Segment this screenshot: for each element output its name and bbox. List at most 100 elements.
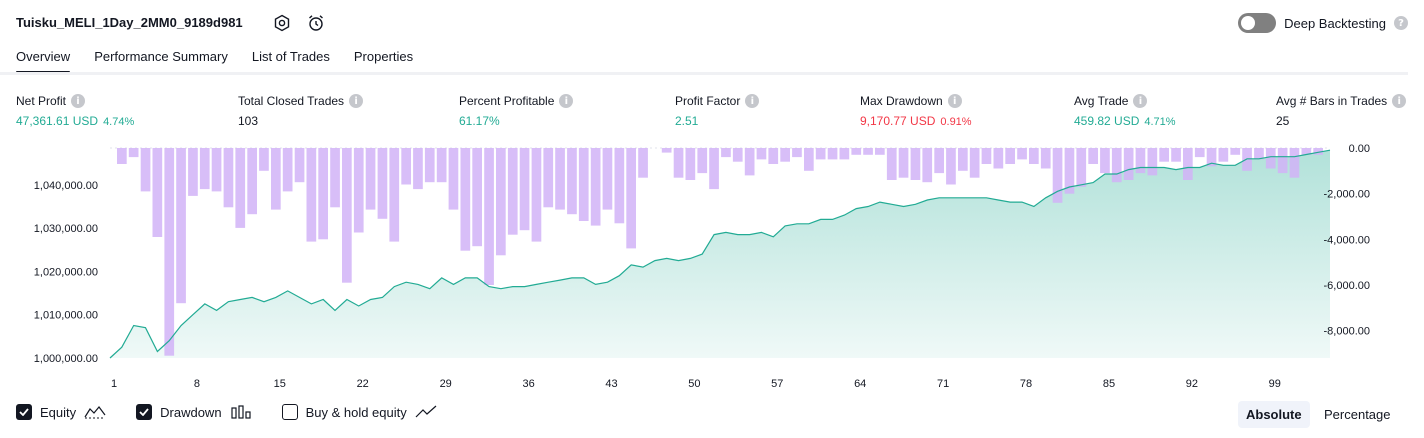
drawdown-bar bbox=[602, 148, 613, 210]
drawdown-bar bbox=[1183, 148, 1193, 180]
info-icon[interactable]: i bbox=[745, 94, 760, 108]
right-axis-tick: -2,000.00 bbox=[1324, 189, 1370, 201]
drawdown-bar bbox=[839, 148, 850, 160]
percentage-mode-button[interactable]: Percentage bbox=[1324, 407, 1391, 422]
drawdown-bar bbox=[875, 148, 885, 155]
metric-label: Avg # Bars in Trades bbox=[1276, 94, 1388, 108]
drawdown-bar bbox=[614, 148, 625, 224]
deep-backtesting-label: Deep Backtesting bbox=[1284, 15, 1386, 31]
drawdown-bar bbox=[164, 148, 175, 356]
info-icon[interactable]: i bbox=[1392, 94, 1407, 108]
drawdown-bar bbox=[128, 148, 139, 158]
drawdown-bar bbox=[1123, 148, 1134, 180]
tab-list-of-trades[interactable]: List of Trades bbox=[251, 49, 330, 64]
right-axis-tick: -6,000.00 bbox=[1324, 280, 1370, 292]
drawdown-bar bbox=[176, 148, 186, 304]
drawdown-bar bbox=[448, 148, 459, 210]
metric-percent: 4.71% bbox=[1144, 116, 1176, 128]
drawdown-bar bbox=[199, 148, 210, 190]
right-axis-tick: 0.00 bbox=[1349, 143, 1370, 155]
drawdown-bar bbox=[318, 148, 328, 240]
drawdown-bar bbox=[401, 148, 411, 185]
drawdown-bar bbox=[342, 148, 352, 283]
drawdown-bar bbox=[780, 148, 790, 162]
x-axis-tick: 57 bbox=[771, 378, 783, 390]
tab-overview[interactable]: Overview bbox=[16, 49, 71, 74]
drawdown-bar bbox=[140, 148, 151, 192]
drawdown-bars-icon bbox=[230, 405, 251, 419]
legend-equity-label: Equity bbox=[40, 404, 77, 420]
buy-hold-line-icon bbox=[415, 405, 437, 418]
info-icon[interactable]: i bbox=[559, 94, 574, 108]
drawdown-bar bbox=[235, 148, 246, 228]
drawdown-bar bbox=[638, 148, 648, 178]
left-axis-tick: 1,030,000.00 bbox=[34, 223, 98, 235]
drawdown-bar bbox=[768, 148, 779, 164]
drawdown-bar bbox=[330, 148, 340, 208]
drawdown-bar bbox=[1254, 148, 1264, 160]
drawdown-bar bbox=[424, 148, 435, 183]
drawdown-bar bbox=[484, 148, 494, 285]
drawdown-bar bbox=[1171, 148, 1181, 162]
drawdown-bar bbox=[756, 148, 767, 160]
metric-net-profit: Net Profit i 47,361.61 USD 4.74% bbox=[16, 94, 134, 128]
drawdown-bar bbox=[626, 148, 636, 249]
drawdown-bar bbox=[922, 148, 933, 183]
left-axis-tick: 1,020,000.00 bbox=[34, 266, 98, 278]
drawdown-bar bbox=[567, 148, 577, 215]
buy-hold-checkbox[interactable] bbox=[281, 404, 298, 420]
metric-value: 9,170.77 USD bbox=[860, 114, 936, 128]
legend-buy-hold-label: Buy & hold equity bbox=[305, 404, 407, 420]
metric-value: 103 bbox=[238, 114, 259, 128]
info-icon[interactable]: i bbox=[1133, 94, 1148, 108]
x-axis-tick: 8 bbox=[194, 378, 200, 390]
add-alert-icon[interactable] bbox=[306, 13, 326, 33]
toggle-knob bbox=[1241, 16, 1256, 30]
drawdown-bar bbox=[886, 148, 897, 180]
drawdown-bar bbox=[732, 148, 743, 162]
settings-icon[interactable] bbox=[272, 13, 292, 33]
drawdown-bar bbox=[1159, 148, 1169, 162]
equity-line bbox=[109, 149, 1331, 359]
drawdown-bar bbox=[519, 148, 530, 231]
info-icon[interactable]: i bbox=[71, 94, 86, 108]
drawdown-bar bbox=[898, 148, 909, 178]
drawdown-bar bbox=[993, 148, 1004, 169]
metric-label: Total Closed Trades bbox=[238, 94, 345, 108]
metric-label: Avg Trade bbox=[1074, 94, 1129, 108]
legend-drawdown[interactable]: Drawdown bbox=[136, 404, 251, 420]
drawdown-bar bbox=[282, 148, 293, 192]
info-icon[interactable]: i bbox=[349, 94, 364, 108]
x-axis-tick: 71 bbox=[937, 378, 949, 390]
drawdown-bar bbox=[294, 148, 305, 183]
metric-max-drawdown: Max Drawdown i 9,170.77 USD 0.91% bbox=[860, 94, 972, 128]
drawdown-bar bbox=[1277, 148, 1288, 174]
info-icon[interactable]: ? bbox=[1394, 16, 1408, 30]
drawdown-bar bbox=[555, 148, 565, 210]
drawdown-bar bbox=[472, 148, 482, 247]
drawdown-bar bbox=[673, 148, 684, 178]
drawdown-bar bbox=[1005, 148, 1015, 164]
x-axis-tick: 78 bbox=[1020, 378, 1032, 390]
metric-label: Percent Profitable bbox=[459, 94, 555, 108]
right-axis-tick: -8,000.00 bbox=[1324, 326, 1370, 338]
drawdown-checkbox[interactable] bbox=[136, 404, 153, 420]
metric-percent: 4.74% bbox=[103, 116, 135, 128]
equity-drawdown-chart[interactable]: 1,000,000.00 1,010,000.00 1,020,000.00 1,03… bbox=[0, 140, 1424, 392]
metric-avg-trade: Avg Trade i 459.82 USD 4.71% bbox=[1074, 94, 1176, 128]
drawdown-bar bbox=[1218, 148, 1229, 162]
legend-drawdown-label: Drawdown bbox=[160, 404, 222, 420]
deep-backtesting-toggle[interactable] bbox=[1238, 13, 1277, 33]
legend-buy-hold[interactable]: Buy & hold equity bbox=[281, 404, 437, 420]
left-axis-tick: 1,010,000.00 bbox=[34, 310, 98, 322]
metric-avg-bars-in-trades: Avg # Bars in Trades i 25 bbox=[1276, 94, 1407, 128]
info-icon[interactable]: i bbox=[947, 94, 962, 108]
drawdown-bar bbox=[910, 148, 921, 180]
equity-checkbox[interactable] bbox=[16, 404, 32, 420]
tab-properties[interactable]: Properties bbox=[353, 49, 414, 64]
drawdown-bar bbox=[211, 148, 222, 192]
absolute-mode-button[interactable]: Absolute bbox=[1238, 401, 1310, 428]
legend-equity[interactable]: Equity bbox=[16, 404, 106, 420]
drawdown-bar bbox=[1301, 148, 1312, 155]
tab-performance-summary[interactable]: Performance Summary bbox=[94, 49, 228, 64]
